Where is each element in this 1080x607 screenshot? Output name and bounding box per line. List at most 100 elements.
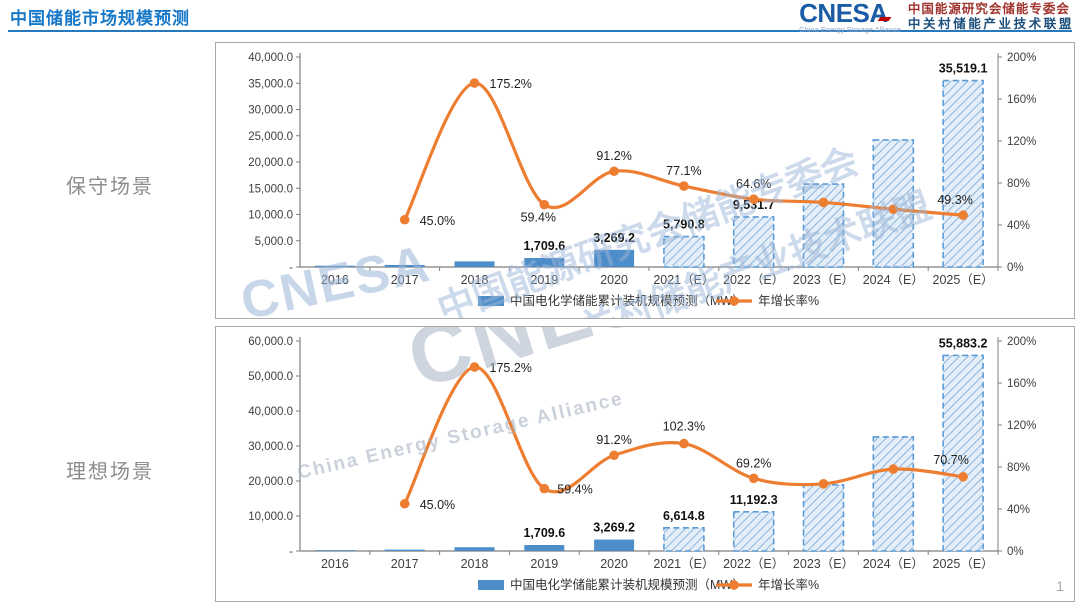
data-point-marker	[679, 438, 689, 449]
svg-text:2022（E）: 2022（E）	[723, 557, 784, 571]
data-point-marker	[609, 450, 619, 461]
data-point-marker	[399, 214, 410, 225]
svg-text:40,000.0: 40,000.0	[248, 52, 293, 64]
svg-text:10,000.0: 10,000.0	[248, 210, 293, 222]
svg-text:0%: 0%	[1007, 546, 1024, 558]
data-point-marker	[818, 197, 829, 208]
svg-text:59.4%: 59.4%	[521, 211, 556, 225]
svg-text:45.0%: 45.0%	[420, 498, 455, 512]
svg-text:1,709.6: 1,709.6	[523, 526, 565, 540]
svg-text:120%: 120%	[1007, 420, 1036, 432]
data-point-marker	[609, 166, 619, 177]
alliance-names: 中国能源研究会储能专委会 中关村储能产业技术联盟	[908, 2, 1074, 32]
svg-text:2024（E）: 2024（E）	[863, 273, 924, 287]
svg-text:年增长率%: 年增长率%	[758, 577, 819, 592]
svg-text:5,790.8: 5,790.8	[663, 218, 705, 232]
svg-text:1,709.6: 1,709.6	[523, 239, 565, 253]
data-point-marker	[748, 473, 759, 484]
data-point-marker	[469, 78, 480, 88]
data-point-marker	[679, 181, 689, 191]
svg-text:2025（E）: 2025（E）	[933, 557, 994, 571]
svg-text:30,000.0: 30,000.0	[248, 441, 293, 453]
svg-text:50,000.0: 50,000.0	[248, 371, 293, 383]
svg-text:70.7%: 70.7%	[933, 453, 968, 467]
installed-capacity-bars	[314, 354, 984, 552]
bar	[802, 484, 845, 552]
bar	[384, 264, 425, 267]
svg-text:91.2%: 91.2%	[596, 149, 631, 163]
svg-text:160%: 160%	[1007, 94, 1036, 106]
bar	[594, 249, 635, 267]
svg-text:77.1%: 77.1%	[666, 164, 701, 178]
cnesa-logo-mark: CNESA China Energy Storage Alliance	[799, 0, 901, 34]
svg-text:10,000.0: 10,000.0	[248, 511, 293, 523]
svg-text:11,192.3: 11,192.3	[730, 493, 778, 507]
data-point-marker	[818, 479, 829, 489]
cnesa-logo: CNESA China Energy Storage Alliance 中国能源…	[799, 0, 1074, 34]
chart-panel-conservative: 40,000.0 35,000.0 30,000.0 25,000.0 20,000.0…	[215, 42, 1075, 319]
svg-text:40%: 40%	[1007, 504, 1030, 516]
axes: 60,000.0 50,000.0 40,000.0 30,000.0 20,000.0…	[248, 336, 1036, 571]
bar	[732, 216, 775, 268]
svg-text:2023（E）: 2023（E）	[793, 557, 854, 571]
svg-text:59.4%: 59.4%	[557, 483, 592, 497]
bar-value-labels: 1,709.63,269.25,790.89,531.735,519.1	[523, 62, 987, 253]
svg-text:2017: 2017	[391, 273, 419, 287]
bar	[872, 436, 915, 552]
bar-value-labels: 1,709.6 3,269.2 6,614.8 11,192.3 55,883.2	[523, 336, 987, 540]
data-point-marker	[469, 362, 480, 372]
svg-text:20,000.0: 20,000.0	[248, 157, 293, 169]
data-point-marker	[958, 210, 968, 221]
svg-text:2024（E）: 2024（E）	[863, 557, 924, 571]
legend: 中国电化学储能累计装机规模预测（MW） 年增长率%	[478, 577, 819, 592]
bar	[663, 527, 705, 552]
axes: 40,000.0 35,000.0 30,000.0 25,000.0 20,000.0…	[248, 52, 1036, 287]
bar	[384, 549, 425, 551]
data-point-marker	[888, 464, 899, 474]
svg-text:-: -	[289, 546, 293, 558]
svg-text:2025（E）: 2025（E）	[933, 273, 994, 287]
alliance-name-line2: 中关村储能产业技术联盟	[907, 17, 1074, 31]
svg-text:49.3%: 49.3%	[937, 193, 972, 207]
svg-text:120%: 120%	[1007, 136, 1036, 148]
svg-text:2019: 2019	[530, 557, 558, 571]
page-number: 1	[1056, 578, 1064, 594]
svg-text:-: -	[289, 262, 293, 274]
chart-panel-ideal: 60,000.0 50,000.0 40,000.0 30,000.0 20,000.0…	[215, 326, 1075, 602]
svg-text:2016: 2016	[321, 273, 349, 287]
legend-bar-swatch	[478, 580, 504, 590]
svg-text:175.2%: 175.2%	[490, 361, 532, 375]
svg-text:35,000.0: 35,000.0	[248, 78, 293, 90]
growth-rate-line	[399, 362, 968, 509]
scenario-label-conservative: 保守场景	[66, 176, 154, 198]
svg-text:160%: 160%	[1007, 378, 1036, 390]
bar	[314, 265, 355, 267]
page-title: 中国储能市场规模预测	[10, 9, 190, 28]
svg-text:2016: 2016	[321, 557, 349, 571]
installed-capacity-bars	[314, 79, 984, 268]
growth-rate-labels: 45.0% 175.2% 59.4% 91.2% 102.3% 69.2% 70.7%	[420, 361, 969, 512]
data-point-marker	[958, 471, 968, 482]
growth-rate-line	[399, 78, 968, 225]
bar	[454, 261, 495, 267]
svg-text:60,000.0: 60,000.0	[248, 336, 293, 348]
svg-text:2022（E）: 2022（E）	[723, 273, 784, 287]
bar	[802, 183, 845, 268]
svg-text:2021（E）: 2021（E）	[653, 273, 714, 287]
svg-text:2023（E）: 2023（E）	[793, 273, 854, 287]
svg-text:30,000.0: 30,000.0	[248, 105, 293, 117]
bar	[454, 547, 495, 551]
title-underline	[8, 30, 1072, 32]
growth-rate-labels: 45.0% 175.2% 59.4% 91.2% 77.1% 64.6% 49.3%	[420, 77, 973, 228]
svg-text:69.2%: 69.2%	[736, 456, 771, 470]
scenario-label-ideal: 理想场景	[66, 461, 154, 483]
svg-text:20,000.0: 20,000.0	[248, 476, 293, 488]
data-point-marker	[399, 498, 410, 509]
svg-text:中国电化学储能累计装机规模预测（MW）: 中国电化学储能累计装机规模预测（MW）	[510, 293, 745, 308]
bar	[524, 258, 565, 267]
svg-text:3,269.2: 3,269.2	[593, 231, 635, 245]
data-point-marker	[539, 483, 550, 494]
svg-text:2020: 2020	[600, 557, 628, 571]
svg-text:2017: 2017	[391, 557, 419, 571]
svg-text:91.2%: 91.2%	[596, 433, 631, 447]
